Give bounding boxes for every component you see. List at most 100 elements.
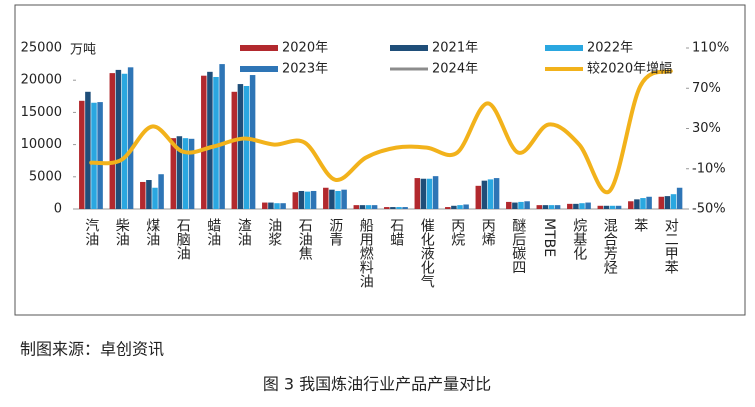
bar — [640, 198, 646, 209]
x-tick-label: 苯 — [632, 217, 648, 232]
bar — [445, 207, 451, 209]
bar — [628, 201, 634, 209]
bar — [487, 179, 494, 209]
bar — [481, 180, 488, 209]
bar — [426, 178, 433, 209]
bar — [274, 203, 280, 209]
bar — [457, 205, 463, 209]
bar — [371, 205, 378, 209]
legend-label: 2024年 — [432, 62, 478, 77]
bar — [414, 178, 421, 209]
bar — [365, 205, 372, 209]
bar — [341, 189, 347, 209]
legend-label: 2022年 — [587, 41, 633, 56]
bar — [664, 196, 671, 209]
y2-tick-label: 70% — [692, 81, 721, 96]
y-unit: 万吨 — [70, 43, 96, 58]
bar — [676, 187, 683, 209]
bar — [646, 196, 652, 209]
bar — [597, 205, 604, 209]
bar — [585, 202, 591, 209]
bar — [353, 205, 360, 209]
x-tick-label: 混合芳烃 — [602, 218, 618, 274]
x-tick-label: 沥青 — [327, 218, 343, 246]
bar — [127, 67, 134, 209]
x-tick-label: 柴油 — [114, 218, 130, 246]
bar — [292, 192, 299, 209]
bar — [548, 205, 555, 209]
bar — [359, 205, 366, 209]
y2-tick-label: 30% — [692, 121, 721, 136]
bar — [152, 187, 158, 209]
x-tick-label: 丙烷 — [449, 218, 465, 247]
x-tick-label: 渣油 — [236, 218, 252, 246]
x-tick-label: 催化液化气 — [419, 218, 435, 288]
bar — [432, 176, 439, 209]
bar — [536, 205, 543, 209]
x-tick-label: 石脑油 — [175, 218, 191, 260]
legend-label: 较2020年增幅 — [587, 62, 672, 77]
bar — [121, 73, 128, 209]
bar — [658, 196, 665, 209]
y2-tick-label: 110% — [692, 41, 729, 56]
bar — [615, 205, 622, 209]
bar — [402, 207, 408, 209]
x-tick-label: 油浆 — [266, 218, 282, 246]
y-tick-label: 10000 — [21, 137, 62, 152]
bar — [176, 136, 183, 209]
legend-label: 2021年 — [432, 41, 478, 56]
legend-swatch — [240, 66, 278, 72]
bar — [420, 178, 427, 209]
bar — [310, 190, 317, 209]
x-tick-label: 汽油 — [83, 218, 99, 246]
bar — [79, 100, 85, 209]
bar — [97, 102, 103, 209]
legend-label: 2020年 — [282, 41, 328, 56]
x-tick-label: 丙烯 — [480, 218, 496, 246]
bar — [335, 190, 341, 209]
x-tick-label: 石蜡 — [388, 218, 404, 246]
bar — [567, 203, 573, 209]
legend-label: 2023年 — [282, 62, 328, 77]
bar — [298, 190, 305, 209]
bar — [91, 102, 97, 209]
bar — [237, 84, 244, 209]
x-tick-label: 石油焦 — [297, 218, 313, 260]
y-tick-label: 25000 — [21, 41, 62, 56]
x-tick-label: 对二甲苯 — [663, 218, 679, 274]
bar — [262, 202, 268, 209]
bar — [231, 91, 238, 209]
bar — [243, 85, 250, 209]
bar — [188, 138, 195, 209]
bar — [85, 91, 91, 209]
line — [89, 69, 673, 195]
x-tick-label: MTBE — [541, 218, 557, 257]
bar — [280, 203, 286, 209]
y-tick-label: 0 — [54, 202, 62, 217]
y-tick-label: 5000 — [29, 169, 62, 184]
bar — [390, 207, 396, 209]
bar — [182, 138, 189, 209]
bar — [670, 194, 677, 209]
legend-swatch — [240, 45, 278, 51]
bar — [396, 207, 402, 209]
y-tick-label: 15000 — [21, 105, 62, 120]
bar — [304, 191, 311, 209]
bar — [109, 73, 116, 209]
bar — [207, 71, 213, 209]
y2-tick-label: -10% — [692, 161, 726, 176]
bar — [329, 189, 335, 209]
bar — [603, 205, 610, 209]
bar — [518, 201, 524, 209]
y-tick-label: 20000 — [21, 73, 62, 88]
bar — [634, 199, 640, 209]
bar — [158, 174, 164, 209]
bar — [493, 178, 500, 209]
bar — [140, 181, 146, 209]
bar — [512, 202, 518, 209]
x-tick-label: 烷基化 — [571, 218, 587, 261]
bar — [609, 205, 616, 209]
legend-swatch — [390, 45, 428, 51]
x-tick-label: 醚后碳四 — [510, 218, 526, 274]
